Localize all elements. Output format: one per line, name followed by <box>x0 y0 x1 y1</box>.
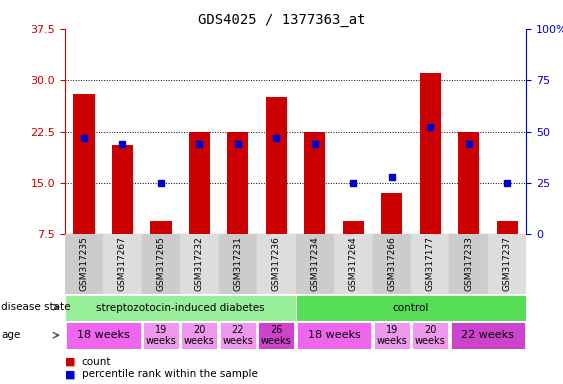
Bar <box>412 322 448 349</box>
Text: GSM317231: GSM317231 <box>234 236 242 291</box>
Text: disease state: disease state <box>1 302 70 312</box>
Text: 19
weeks: 19 weeks <box>377 324 407 346</box>
Bar <box>143 322 179 349</box>
Text: GSM317267: GSM317267 <box>118 236 127 291</box>
Bar <box>297 322 372 349</box>
Bar <box>450 322 525 349</box>
Text: GSM317234: GSM317234 <box>310 236 319 291</box>
Text: control: control <box>393 303 429 313</box>
Bar <box>189 131 210 234</box>
Bar <box>449 234 488 294</box>
Text: 19
weeks: 19 weeks <box>146 324 176 346</box>
Bar <box>142 234 180 294</box>
Text: GSM317237: GSM317237 <box>503 236 512 291</box>
Bar <box>373 234 411 294</box>
Bar <box>381 193 403 234</box>
Bar <box>304 131 325 234</box>
Text: percentile rank within the sample: percentile rank within the sample <box>82 369 257 379</box>
Bar <box>220 322 256 349</box>
Bar <box>258 322 294 349</box>
Bar <box>181 322 217 349</box>
Bar <box>266 97 287 234</box>
Bar <box>103 234 142 294</box>
Text: GDS4025 / 1377363_at: GDS4025 / 1377363_at <box>198 13 365 27</box>
Bar <box>66 322 141 349</box>
Text: 20
weeks: 20 weeks <box>415 324 445 346</box>
Bar <box>374 322 410 349</box>
Bar <box>419 73 441 234</box>
Text: 22 weeks: 22 weeks <box>462 330 515 341</box>
Bar <box>73 94 95 234</box>
Bar <box>112 145 133 234</box>
Text: ■: ■ <box>65 357 75 367</box>
Bar <box>497 220 518 234</box>
Text: 22
weeks: 22 weeks <box>222 324 253 346</box>
Bar <box>458 131 479 234</box>
Bar <box>411 234 449 294</box>
Text: GSM317177: GSM317177 <box>426 236 435 291</box>
Text: GSM317265: GSM317265 <box>157 236 166 291</box>
Bar <box>65 295 296 321</box>
Text: count: count <box>82 357 111 367</box>
Text: 20
weeks: 20 weeks <box>184 324 215 346</box>
Text: GSM317233: GSM317233 <box>464 236 473 291</box>
Bar <box>180 234 218 294</box>
Bar <box>227 131 248 234</box>
Text: GSM317264: GSM317264 <box>349 236 358 291</box>
Bar <box>65 234 103 294</box>
Bar <box>488 234 526 294</box>
Text: GSM317236: GSM317236 <box>272 236 281 291</box>
Text: GSM317235: GSM317235 <box>79 236 88 291</box>
Text: streptozotocin-induced diabetes: streptozotocin-induced diabetes <box>96 303 265 313</box>
Text: 18 weeks: 18 weeks <box>77 330 129 341</box>
Bar <box>343 220 364 234</box>
Text: age: age <box>1 330 20 340</box>
Bar <box>296 295 526 321</box>
Bar <box>218 234 257 294</box>
Text: 18 weeks: 18 weeks <box>307 330 360 341</box>
Text: 26
weeks: 26 weeks <box>261 324 292 346</box>
Bar <box>150 220 172 234</box>
Text: GSM317232: GSM317232 <box>195 236 204 291</box>
Text: ■: ■ <box>65 369 75 379</box>
Bar <box>296 234 334 294</box>
Bar <box>257 234 296 294</box>
Bar <box>334 234 373 294</box>
Text: GSM317266: GSM317266 <box>387 236 396 291</box>
